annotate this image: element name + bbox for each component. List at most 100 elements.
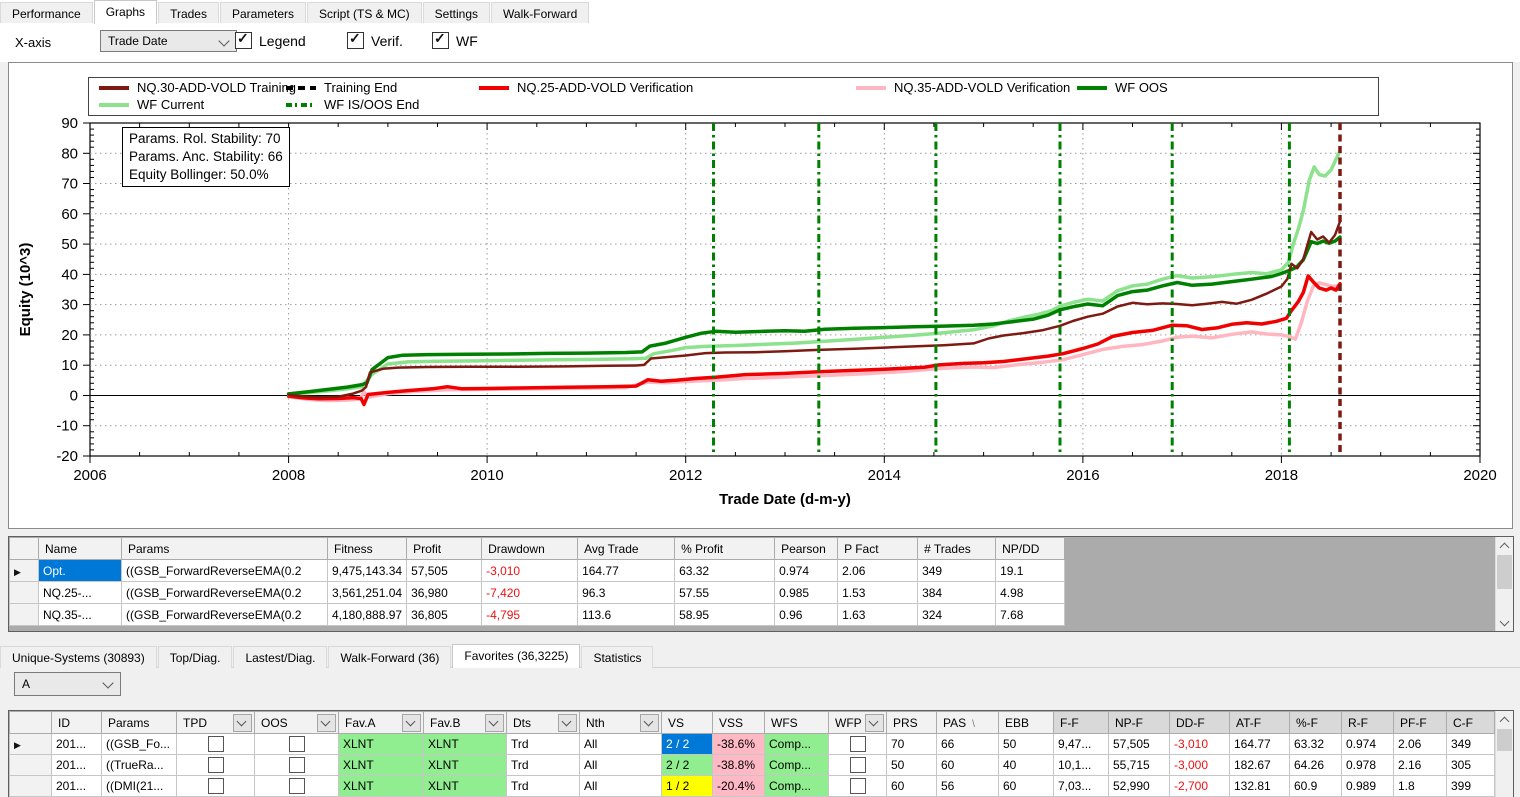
cell[interactable]: Trd	[506, 754, 580, 776]
cell[interactable]: 201...	[51, 754, 102, 776]
filter-dropdown-button[interactable]	[317, 714, 336, 732]
tab-parameters[interactable]: Parameters	[219, 2, 306, 24]
column-header-f-f[interactable]: F-F	[1053, 711, 1109, 734]
cell[interactable]	[176, 733, 255, 755]
cell[interactable]: 4,180,888.97	[326, 603, 408, 626]
filter-dropdown-button[interactable]	[558, 714, 577, 732]
filter-dropdown-button[interactable]	[402, 714, 421, 732]
tab-trades[interactable]: Trades	[158, 2, 219, 24]
column-header--f[interactable]: %-F	[1289, 711, 1342, 734]
cell[interactable]	[828, 775, 887, 797]
tab-unique-systems-30893[interactable]: Unique-Systems (30893)	[0, 646, 157, 668]
tab-settings[interactable]: Settings	[422, 2, 491, 24]
row-selector[interactable]	[9, 603, 39, 626]
cell[interactable]: Opt.	[38, 559, 122, 582]
row-selector[interactable]: ▶	[9, 733, 52, 755]
column-header-fitness[interactable]: Fitness	[326, 537, 408, 560]
checkbox-icon[interactable]	[849, 778, 866, 794]
checkbox-icon[interactable]: ✓	[432, 30, 449, 49]
cell[interactable]: Comp...	[764, 754, 829, 776]
checkbox-wf[interactable]: ✓ WF	[432, 30, 478, 50]
cell[interactable]: 132.81	[1229, 775, 1290, 797]
checkbox-icon[interactable]	[207, 757, 224, 773]
cell[interactable]: XLNT	[423, 775, 507, 797]
tab-graphs[interactable]: Graphs	[93, 0, 158, 24]
filter-dropdown-button[interactable]	[865, 714, 884, 732]
row-selector[interactable]	[9, 754, 52, 776]
tab-performance[interactable]: Performance	[0, 2, 93, 24]
cell[interactable]: 60	[936, 754, 999, 776]
column-header-profit[interactable]: Profit	[406, 537, 483, 560]
cell[interactable]: -38.8%	[712, 754, 765, 776]
cell[interactable]: ((GSB_ForwardReverseEMA(0.2	[121, 581, 328, 604]
filter-dropdown-button[interactable]	[640, 714, 659, 732]
cell[interactable]: 96.3	[577, 581, 676, 604]
cell[interactable]: 36,805	[406, 603, 483, 626]
cell[interactable]: 63.32	[1289, 733, 1342, 755]
column-header-params[interactable]: Params	[121, 537, 328, 560]
cell[interactable]: ((TrueRa...	[101, 754, 177, 776]
cell[interactable]: 201...	[51, 775, 102, 797]
cell[interactable]: 57,505	[406, 559, 483, 582]
cell[interactable]: NQ.25-...	[38, 581, 122, 604]
checkbox-icon[interactable]: ✓	[235, 30, 252, 49]
cell[interactable]: 57,505	[1108, 733, 1170, 755]
cell[interactable]	[254, 733, 339, 755]
cell[interactable]: -4,795	[481, 603, 579, 626]
column-header-p-fact[interactable]: P Fact	[837, 537, 919, 560]
checkbox-icon[interactable]	[288, 757, 305, 773]
cell[interactable]: Trd	[506, 775, 580, 797]
checkbox-icon[interactable]: ✓	[347, 30, 364, 49]
cell[interactable]	[176, 775, 255, 797]
cell[interactable]: 10,1...	[1053, 754, 1109, 776]
cell[interactable]: ((DMI(21...	[101, 775, 177, 797]
cell[interactable]: 349	[1446, 733, 1495, 755]
column-header-nth[interactable]: Nth	[579, 711, 662, 734]
cell[interactable]: -20.4%	[712, 775, 765, 797]
column-header-prs[interactable]: PRS	[886, 711, 937, 734]
column-header-params[interactable]: Params	[101, 711, 177, 734]
column-header-drawdown[interactable]: Drawdown	[481, 537, 579, 560]
cell[interactable]: Trd	[506, 733, 580, 755]
cell[interactable]: -7,420	[481, 581, 579, 604]
column-header-vs[interactable]: VS	[661, 711, 713, 734]
favorites-group-dropdown[interactable]: A	[14, 672, 121, 696]
row-selector[interactable]: ▶	[9, 559, 39, 582]
checkbox-icon[interactable]	[849, 757, 866, 773]
checkbox-icon[interactable]	[207, 778, 224, 794]
cell[interactable]: 3,561,251.04	[326, 581, 408, 604]
column-header-wfs[interactable]: WFS	[764, 711, 829, 734]
cell[interactable]: 56	[936, 775, 999, 797]
cell[interactable]: All	[579, 754, 662, 776]
column-header-pas[interactable]: PAS \	[936, 711, 999, 734]
cell[interactable]: 2 / 2	[661, 733, 713, 755]
column-header--profit[interactable]: % Profit	[674, 537, 776, 560]
cell[interactable]: 4.98	[995, 581, 1066, 604]
scroll-thumb[interactable]	[1497, 729, 1512, 751]
cell[interactable]: 52,990	[1108, 775, 1170, 797]
column-header-id[interactable]: ID	[51, 711, 102, 734]
filter-dropdown-button[interactable]	[233, 714, 252, 732]
cell[interactable]: -3,010	[1169, 733, 1230, 755]
column-header-dts[interactable]: Dts	[506, 711, 580, 734]
tab-top-diag[interactable]: Top/Diag.	[157, 646, 233, 668]
cell[interactable]: 1 / 2	[661, 775, 713, 797]
cell[interactable]	[254, 775, 339, 797]
cell[interactable]: -3,010	[481, 559, 579, 582]
scroll-up-button[interactable]	[1496, 711, 1513, 728]
column-header-vss[interactable]: VSS	[712, 711, 765, 734]
tab-lastest-diag[interactable]: Lastest/Diag.	[233, 646, 328, 668]
cell[interactable]: All	[579, 775, 662, 797]
cell[interactable]: 19.1	[995, 559, 1066, 582]
cell[interactable]: 0.974	[774, 559, 839, 582]
scroll-thumb[interactable]	[1497, 555, 1512, 589]
cell[interactable]: 182.67	[1229, 754, 1290, 776]
cell[interactable]: ((GSB_Fo...	[101, 733, 177, 755]
column-header-dd-f[interactable]: DD-F	[1169, 711, 1230, 734]
cell[interactable]: 7,03...	[1053, 775, 1109, 797]
cell[interactable]: 55,715	[1108, 754, 1170, 776]
favorites-vertical-scrollbar[interactable]	[1495, 711, 1513, 797]
column-header--trades[interactable]: # Trades	[917, 537, 997, 560]
cell[interactable]: -38.6%	[712, 733, 765, 755]
column-header-wfp[interactable]: WFP	[828, 711, 887, 734]
